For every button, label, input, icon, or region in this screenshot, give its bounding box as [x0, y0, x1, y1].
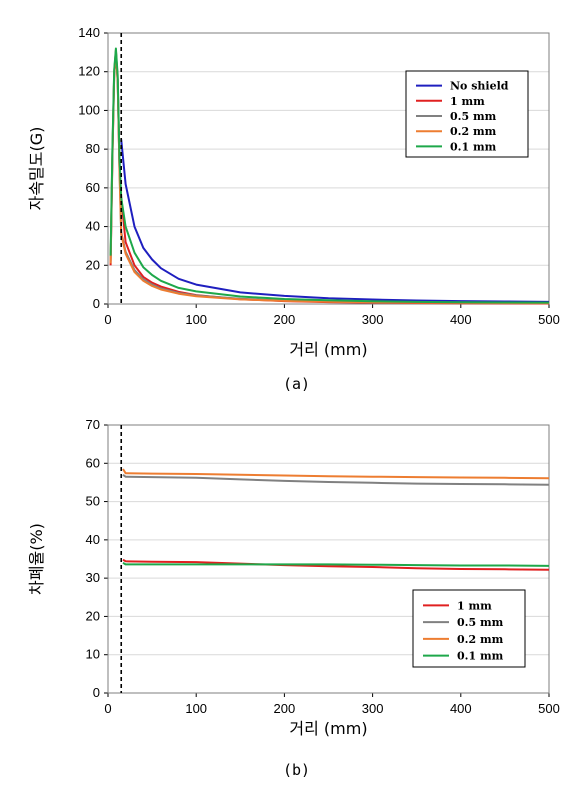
y-tick-label: 80 [86, 141, 100, 156]
x-tick-label: 500 [538, 312, 560, 327]
legend-label: 0.1 mm [457, 650, 504, 663]
chart-panel-b: 0 10 20 30 40 50 60 70 0 100 200 300 400 500 차폐율(%) 거리 … [27, 417, 560, 779]
y-tick-label: 40 [86, 532, 100, 547]
series-line-0-5-mm [122, 473, 550, 486]
chart-panel-a: 0 20 40 60 80 100 120 140 0 100 200 300 400 500 자속밀도(G… [27, 25, 560, 393]
y-tick-label: 140 [78, 25, 100, 40]
y-tick-label: 20 [86, 608, 100, 623]
x-tick-label: 0 [104, 701, 111, 716]
y-tick-label: 40 [86, 219, 100, 234]
plot-area [107, 424, 550, 694]
x-tick-label: 100 [185, 701, 207, 716]
legend-label: 1 mm [457, 599, 492, 612]
x-tick-label: 200 [274, 701, 296, 716]
y-tick-label: 60 [86, 180, 100, 195]
series-line-0-1-mm [122, 561, 550, 567]
y-tick-label: 120 [78, 64, 100, 79]
legend-label: 0.1 mm [450, 140, 497, 153]
legend: No shield 1 mm 0.5 mm 0.2 mm 0.1 mm [405, 70, 529, 158]
legend-label: 0.2 mm [450, 125, 497, 138]
x-tick-label: 100 [185, 312, 207, 327]
legend-label: No shield [450, 80, 509, 93]
x-tick-label: 300 [362, 312, 384, 327]
legend-label: 1 mm [450, 95, 485, 108]
x-tick-label: 200 [274, 312, 296, 327]
series-line-no-shield [120, 139, 550, 303]
x-axis-title: 거리 (mm) [289, 340, 367, 359]
y-tick-label: 20 [86, 257, 100, 272]
x-tick-label: 0 [104, 312, 111, 327]
legend-label: 0.5 mm [457, 616, 504, 629]
y-tick-label: 50 [86, 494, 100, 509]
x-axis-title: 거리 (mm) [289, 719, 367, 738]
y-tick-label: 100 [78, 102, 100, 117]
x-tick-label: 300 [362, 701, 384, 716]
y-axis-title: 차폐율(%) [27, 523, 46, 595]
y-tick-label: 30 [86, 570, 100, 585]
y-tick-label: 10 [86, 647, 100, 662]
legend-box [412, 589, 526, 668]
y-axis-title: 자속밀도(G) [27, 127, 46, 211]
plot-area [107, 32, 550, 305]
legend: 1 mm 0.5 mm 0.2 mm 0.1 mm [412, 589, 526, 668]
y-tick-label: 0 [93, 296, 100, 311]
legend-label: 0.5 mm [450, 110, 497, 123]
y-tick-label: 60 [86, 455, 100, 470]
y-tick-label: 0 [93, 685, 100, 700]
series-line-0-2-mm [122, 468, 550, 480]
x-tick-label: 400 [450, 701, 472, 716]
legend-label: 0.2 mm [457, 633, 504, 646]
y-tick-label: 70 [86, 417, 100, 432]
panel-caption: (a) [283, 375, 310, 393]
x-tick-label: 400 [450, 312, 472, 327]
panel-caption: (b) [283, 761, 310, 779]
x-tick-label: 500 [538, 701, 560, 716]
series-line-1-mm [122, 558, 550, 571]
series-line-0-1-mm [109, 47, 550, 304]
